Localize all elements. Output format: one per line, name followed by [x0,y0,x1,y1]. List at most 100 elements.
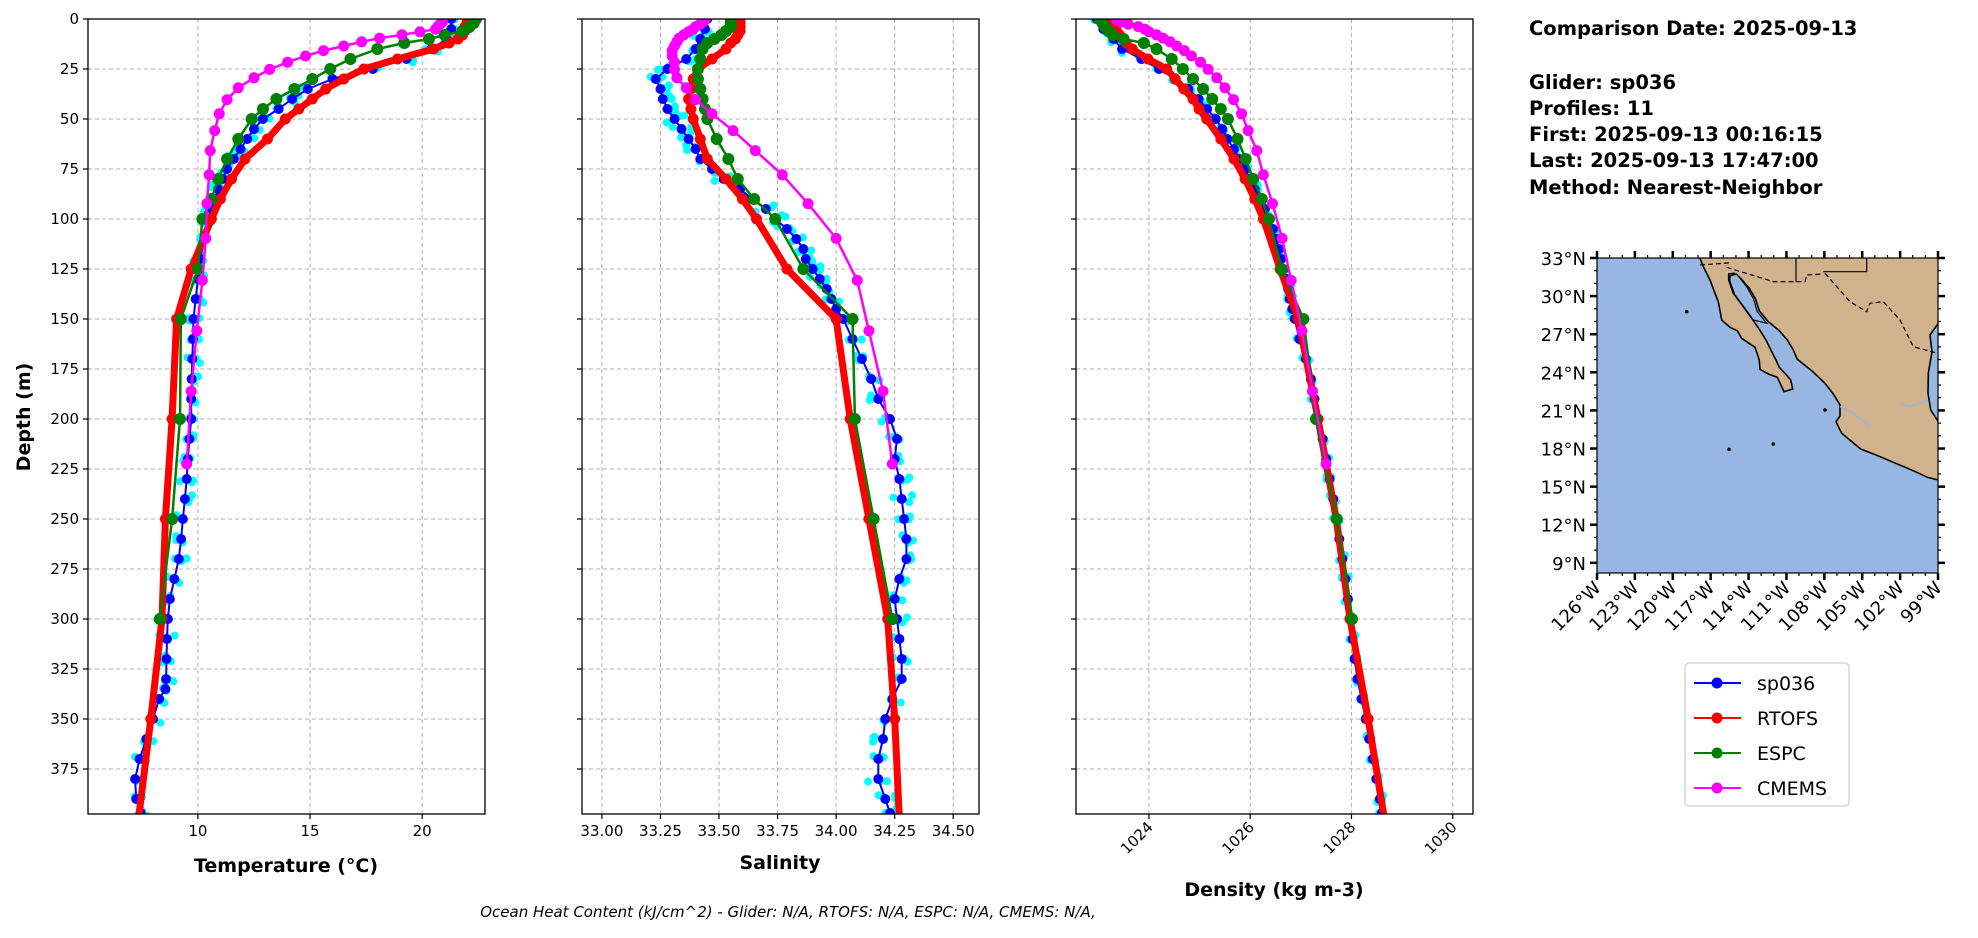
RTOFS-point [781,263,793,275]
y-tick-label: 375 [50,760,79,778]
legend-label: RTOFS [1757,708,1818,730]
sp036-point [187,354,198,364]
RTOFS-point [889,713,901,725]
ESPC-point [221,153,234,165]
CMEMS-point [1285,274,1297,286]
RTOFS-point [293,103,305,115]
CMEMS-point [749,145,761,157]
ESPC-point [1176,63,1189,75]
sp036-point [894,574,905,584]
sp036-point [235,144,246,154]
sp036-point [894,474,905,484]
sp036-point [901,534,912,544]
lat-tick-label: 30°N [1541,287,1586,308]
glider-profile-point [898,596,907,605]
info-block: Comparison Date: 2025-09-13 Glider: sp03… [1529,17,1857,199]
ESPC-point [797,263,810,275]
y-tick-label: 175 [50,360,79,378]
x-tick-label: 20 [413,822,432,840]
y-tick-label: 0 [69,10,79,28]
glider-profile-point [905,498,914,507]
sp036-point [798,244,809,254]
glider-profile-point [662,118,671,127]
sp036-point [899,514,910,524]
glider-profile-point [864,777,873,786]
glider-name: Glider: sp036 [1529,71,1676,94]
CMEMS-point [1242,125,1254,137]
ESPC-point [191,263,204,275]
RTOFS-point [720,173,732,185]
RTOFS-point [720,43,732,55]
ESPC-point [710,133,723,145]
x-tick-label: 34.25 [873,822,916,840]
ESPC-point [848,413,861,425]
legend: sp036 RTOFS ESPC CMEMS [1684,662,1850,807]
ESPC-point [1275,263,1288,275]
CMEMS-point [706,108,718,120]
island [1823,408,1827,412]
RTOFS-point [239,153,251,165]
ESPC-point [722,153,735,165]
island [1727,447,1731,452]
x-tick-label: 1028 [1320,818,1360,858]
lat-tick-label: 9°N [1552,554,1586,575]
RTOFS-point [1126,43,1138,55]
sp036-point [896,674,907,684]
ESPC-point [1106,29,1119,41]
y-tick-label: 100 [50,210,79,228]
CMEMS-point [1320,458,1332,470]
lat-tick-label: 18°N [1541,440,1586,461]
glider-profile-point [908,491,917,500]
sp036-point [901,554,912,564]
legend-item-RTOFS: RTOFS [1694,708,1818,730]
RTOFS-point [685,103,697,115]
lat-tick-label: 27°N [1541,325,1586,346]
y-tick-label: 250 [50,510,79,528]
axes-frame [581,18,980,815]
RTOFS-point [1201,113,1213,125]
sp036-point [173,554,184,564]
glider-profile-point [671,102,680,111]
glider-profile-point [874,791,883,800]
RTOFS-point [1228,153,1240,165]
legend-marker [1711,677,1723,689]
lat-tick-label: 15°N [1541,478,1586,499]
lat-tick-label: 33°N [1541,249,1586,270]
glider-profile-point [889,493,898,502]
x-tick-label: 33.00 [580,822,623,840]
temperature-axis-label: Temperature (°C) [194,855,378,877]
sp036-point [1217,124,1228,134]
x-tick-label: 33.25 [639,822,682,840]
x-tick-label: 1024 [1117,818,1157,858]
CMEMS-point [863,325,875,337]
glider-profile-point [870,732,879,741]
sp036-point [681,54,692,64]
glider-profile-point [680,111,689,120]
legend-item-ESPC: ESPC [1694,743,1806,765]
ESPC-point [1150,43,1163,55]
sp036-point [181,474,192,484]
legend-marker [1711,712,1723,724]
legend-box [1684,662,1850,807]
CMEMS-point [886,458,898,470]
CMEMS-point [851,274,863,286]
CMEMS-point [802,198,814,210]
sp036-point [248,124,259,134]
y-tick-label: 200 [50,410,79,428]
border-line [1699,262,1732,266]
CMEMS-point [264,63,276,75]
CMEMS-point [690,94,702,106]
CMEMS-point [1211,72,1223,84]
CMEMS-point [356,36,368,48]
sp036-point [650,74,661,84]
sp036-point [186,414,197,424]
sp036-point [896,654,907,664]
glider-profile-point [815,266,824,275]
glider-profile-point [896,698,905,707]
ESPC-point [212,173,225,185]
CMEMS-point [1296,325,1308,337]
RTOFS-point [687,113,699,125]
sp036-point [257,114,268,124]
y-tick-label: 150 [50,310,79,328]
